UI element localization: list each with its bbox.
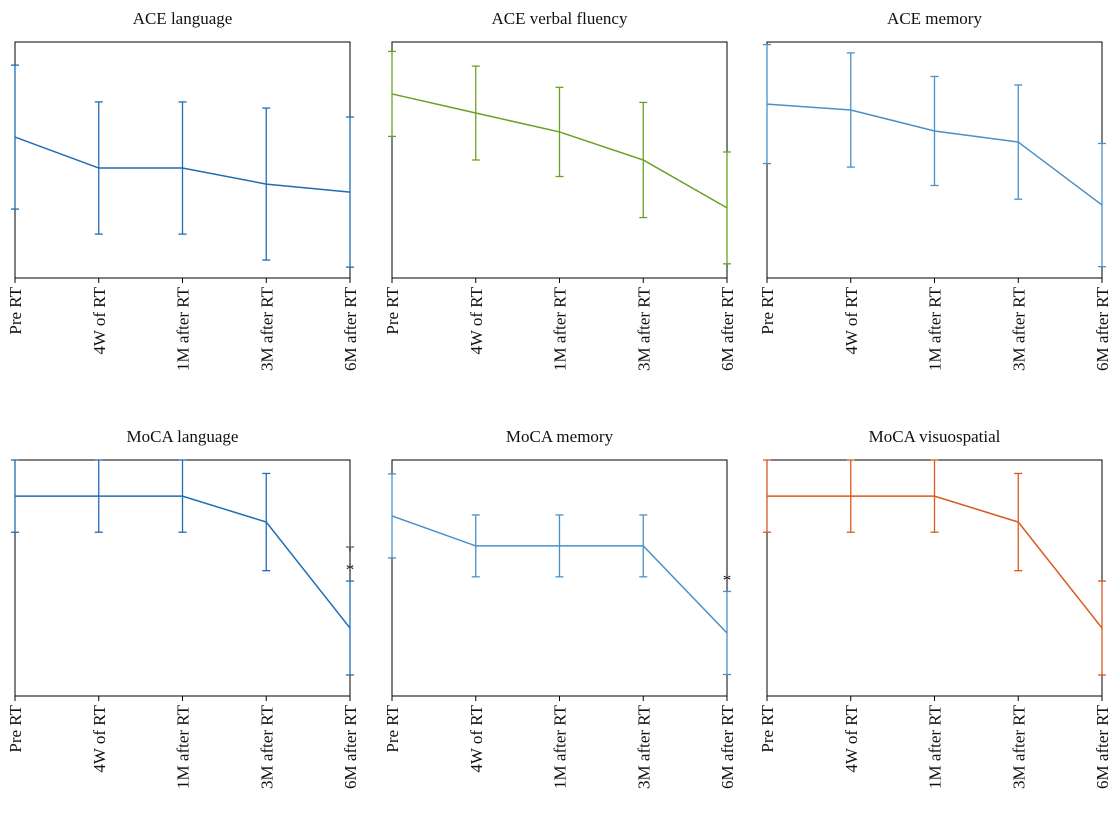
x-tick-label: 1M after RT: [926, 704, 945, 789]
x-tick-label: Pre RT: [383, 704, 402, 752]
x-tick-label: Pre RT: [758, 704, 777, 752]
error-bar: [763, 459, 771, 533]
error-bar: [1098, 580, 1106, 676]
annotation: *: [346, 560, 355, 579]
x-tick-label: 3M after RT: [634, 286, 653, 371]
chart-title: MoCA language: [127, 427, 239, 446]
error-bar: [639, 101, 648, 219]
error-bar: [763, 43, 771, 165]
x-tick-label: 1M after RT: [926, 286, 945, 371]
error-bar: [930, 459, 939, 533]
x-tick-label: 6M after RT: [1093, 286, 1110, 371]
error-bar: [639, 514, 648, 578]
error-bar: [723, 590, 731, 676]
error-bar: [555, 514, 564, 578]
error-bar: [471, 514, 480, 578]
annotation: †: [346, 540, 355, 559]
chart-title: ACE verbal fluency: [492, 9, 628, 28]
x-tick-label: 6M after RT: [718, 704, 737, 789]
x-tick-label: 4W of RT: [90, 704, 109, 772]
error-bar: [94, 459, 103, 533]
error-bar: [178, 101, 187, 235]
x-tick-label: 3M after RT: [257, 704, 276, 789]
error-bar: [346, 116, 354, 268]
x-tick-label: 4W of RT: [90, 286, 109, 354]
error-bar: [1098, 142, 1106, 268]
error-bar: [930, 75, 939, 187]
error-bar: [555, 86, 564, 178]
x-tick-label: 3M after RT: [634, 704, 653, 789]
error-bar: [471, 65, 480, 161]
error-bar: [1014, 472, 1023, 572]
x-tick-label: 6M after RT: [341, 704, 360, 789]
error-bar: [178, 459, 187, 533]
error-bar: [1014, 84, 1023, 200]
chart-title: MoCA memory: [506, 427, 614, 446]
x-tick-label: 3M after RT: [1009, 286, 1028, 371]
error-bar: [262, 472, 271, 572]
error-bar: [262, 107, 271, 261]
error-bar: [846, 52, 855, 168]
error-bar: [11, 64, 19, 210]
chart-title: MoCA visuospatial: [869, 427, 1001, 446]
error-bar: [11, 459, 19, 533]
x-tick-label: 3M after RT: [257, 286, 276, 371]
x-tick-label: 6M after RT: [341, 286, 360, 371]
x-tick-label: 4W of RT: [842, 704, 861, 772]
x-tick-label: 4W of RT: [467, 286, 486, 354]
chart-title: ACE memory: [887, 9, 982, 28]
x-tick-label: Pre RT: [6, 286, 25, 334]
annotation: *: [723, 570, 732, 589]
error-bar: [846, 459, 855, 533]
x-tick-label: 1M after RT: [551, 286, 570, 371]
error-bar: [94, 101, 103, 235]
x-tick-label: 3M after RT: [1009, 704, 1028, 789]
chart-title: ACE language: [133, 9, 233, 28]
x-tick-label: 1M after RT: [174, 704, 193, 789]
x-tick-label: 1M after RT: [174, 286, 193, 371]
error-bar: [723, 151, 731, 265]
x-tick-label: Pre RT: [383, 286, 402, 334]
x-tick-label: Pre RT: [6, 704, 25, 752]
error-bar: [346, 580, 354, 676]
plot-frame: [391, 459, 728, 697]
x-tick-label: 4W of RT: [467, 704, 486, 772]
x-tick-label: 6M after RT: [1093, 704, 1110, 789]
x-tick-label: 1M after RT: [551, 704, 570, 789]
error-bar: [388, 473, 396, 559]
x-tick-label: Pre RT: [758, 286, 777, 334]
x-tick-label: 4W of RT: [842, 286, 861, 354]
x-tick-label: 6M after RT: [718, 286, 737, 371]
error-bar: [388, 50, 396, 138]
